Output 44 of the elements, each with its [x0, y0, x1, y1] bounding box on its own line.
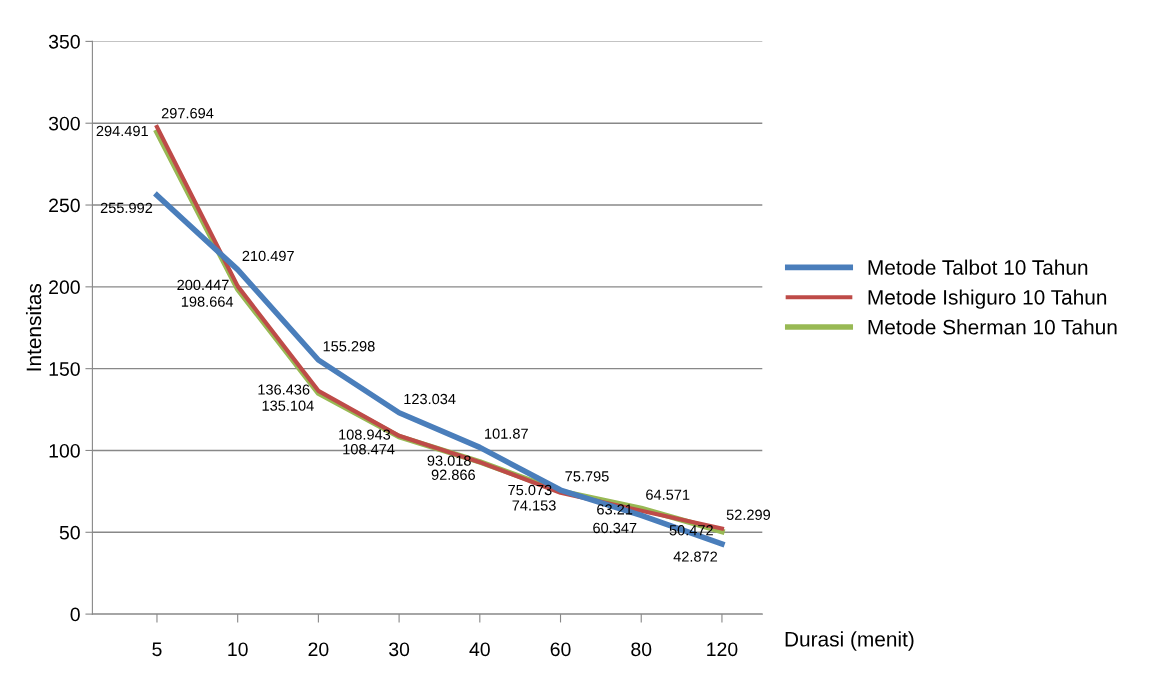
data-label: 75.073 — [508, 484, 552, 496]
data-label: 64.571 — [646, 489, 690, 500]
data-label: 200.447 — [177, 279, 229, 291]
data-label: 198.664 — [181, 296, 234, 307]
x-tick-label: 30 — [389, 642, 410, 657]
data-label: 60.347 — [593, 522, 637, 534]
x-tick-label: 40 — [469, 642, 490, 657]
y-tick-label: 300 — [48, 116, 80, 131]
data-label: 63.21 — [597, 504, 633, 515]
x-axis-title: Durasi (menit) — [785, 631, 914, 651]
legend-label: Metode Ishiguro 10 Tahun — [868, 289, 1107, 309]
data-label: 108.474 — [343, 444, 395, 455]
data-label: 210.497 — [242, 250, 294, 262]
data-label: 75.795 — [565, 471, 609, 482]
y-tick-label: 0 — [70, 607, 80, 622]
x-tick-label: 10 — [228, 642, 248, 657]
y-tick-label: 250 — [49, 198, 80, 213]
data-label: 74.153 — [512, 500, 556, 511]
y-tick-label: 100 — [49, 443, 80, 458]
data-label: 255.992 — [100, 202, 153, 214]
y-tick-label: 150 — [49, 362, 80, 376]
data-label: 136.436 — [258, 384, 310, 395]
y-axis-title: Intensitas — [25, 283, 42, 371]
data-label: 52.299 — [726, 509, 771, 520]
y-tick-label: 50 — [59, 525, 80, 540]
data-label: 101.87 — [485, 428, 528, 439]
data-label: 108.943 — [339, 429, 391, 440]
x-tick-label: 80 — [631, 642, 652, 657]
x-tick-label: 120 — [707, 642, 738, 657]
data-label: 42.872 — [673, 551, 718, 562]
data-label: 93.018 — [427, 455, 471, 466]
data-label: 92.866 — [431, 469, 476, 480]
legend-label: Metode Talbot 10 Tahun — [868, 259, 1088, 275]
data-label: 155.298 — [323, 341, 375, 352]
x-tick-label: 60 — [550, 642, 571, 657]
y-tick-label: 200 — [49, 280, 80, 295]
data-label: 135.104 — [262, 400, 314, 411]
x-tick-label: 5 — [152, 642, 162, 657]
data-label: 123.034 — [404, 393, 456, 405]
y-tick-label: 350 — [48, 34, 80, 49]
legend-label: Metode Sherman 10 Tahun — [868, 319, 1117, 335]
data-label: 294.491 — [96, 125, 148, 137]
data-label: 297.694 — [161, 108, 214, 119]
x-tick-label: 20 — [308, 642, 329, 657]
